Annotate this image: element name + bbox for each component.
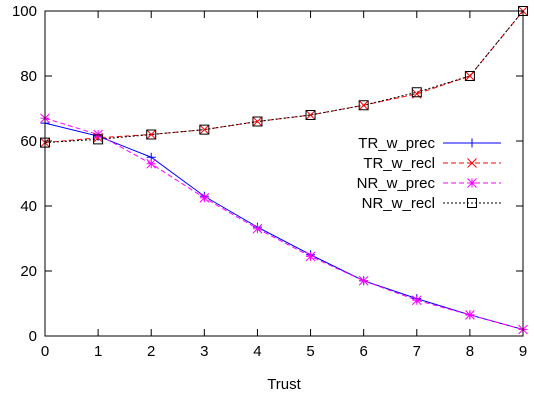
axis-tick-labels: 0 1 2 3 4 5 6 7 8 9 0 20 40 60 80 100 xyxy=(12,3,527,360)
y-tick-label: 40 xyxy=(20,198,37,215)
series-markers xyxy=(40,6,528,335)
legend-item: TR_w_prec xyxy=(358,135,501,152)
x-tick-label: 6 xyxy=(359,343,367,360)
x-tick-label: 3 xyxy=(200,343,208,360)
legend: TR_w_prec TR_w_recl NR_w_prec NR_w_recl xyxy=(357,135,501,212)
legend-marker xyxy=(467,198,477,208)
y-tick-label: 100 xyxy=(12,3,37,20)
data-point xyxy=(146,158,157,169)
data-point xyxy=(305,251,316,262)
data-point xyxy=(199,124,210,135)
y-tick-label: 60 xyxy=(20,133,37,150)
x-tick-label: 8 xyxy=(466,343,474,360)
legend-item: NR_w_prec xyxy=(357,175,501,192)
data-point xyxy=(464,71,475,81)
legend-item: TR_w_recl xyxy=(363,155,501,172)
data-point xyxy=(358,100,369,111)
plot-frame xyxy=(44,10,524,337)
y-tick-label: 20 xyxy=(20,263,37,280)
data-point xyxy=(465,310,475,320)
legend-marker xyxy=(467,138,477,148)
data-point xyxy=(411,87,422,98)
series-line-TR_w_prec xyxy=(44,122,524,330)
x-tick-label: 9 xyxy=(519,343,527,360)
x-tick-label: 1 xyxy=(94,343,102,360)
data-point xyxy=(252,116,263,127)
legend-marker xyxy=(467,178,477,188)
series-line-TR_w_recl xyxy=(44,10,524,144)
series-line-NR_w_prec xyxy=(44,117,524,330)
data-point xyxy=(199,193,210,203)
legend-label: TR_w_recl xyxy=(363,155,435,172)
legend-label: NR_w_recl xyxy=(362,195,435,212)
data-point xyxy=(411,295,422,306)
x-tick-label: 4 xyxy=(253,343,261,360)
legend-marker xyxy=(467,158,477,168)
series-line-NR_w_recl xyxy=(44,10,524,144)
x-tick-label: 7 xyxy=(413,343,421,360)
data-point xyxy=(358,100,369,111)
data-point xyxy=(146,129,157,140)
data-point xyxy=(93,134,104,145)
data-point xyxy=(465,71,475,81)
x-tick-label: 5 xyxy=(306,343,314,360)
x-tick-label: 2 xyxy=(147,343,155,360)
y-tick-label: 0 xyxy=(29,328,37,345)
data-point xyxy=(146,129,157,140)
data-point xyxy=(252,223,263,234)
data-point xyxy=(305,110,316,120)
data-point xyxy=(305,110,316,120)
data-point xyxy=(199,124,210,135)
y-tick-label: 80 xyxy=(20,68,37,85)
legend-label: TR_w_prec xyxy=(358,135,435,152)
data-point xyxy=(358,275,369,286)
x-tick-label: 0 xyxy=(41,343,49,360)
legend-item: NR_w_recl xyxy=(362,195,501,212)
series-lines xyxy=(44,10,524,330)
legend-label: NR_w_prec xyxy=(357,175,436,192)
data-point xyxy=(252,116,263,127)
axis-ticks xyxy=(44,10,524,337)
x-axis-label: Trust xyxy=(267,376,301,393)
